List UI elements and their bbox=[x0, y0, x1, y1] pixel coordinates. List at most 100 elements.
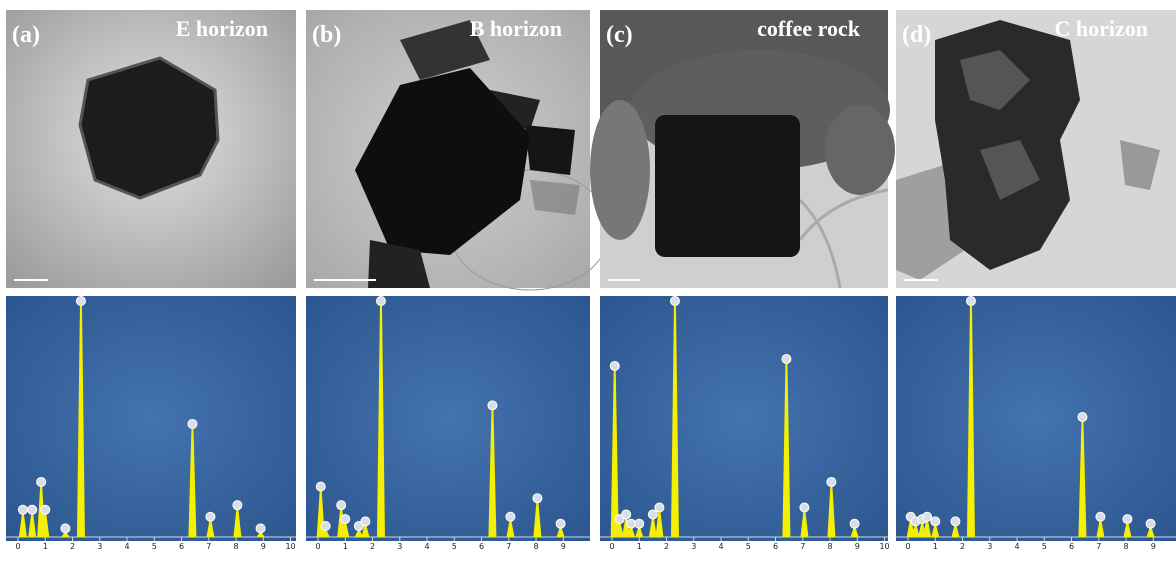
x-tick-label: 3 bbox=[97, 542, 102, 551]
peak-marker bbox=[1096, 512, 1105, 521]
x-tick-label: 5 bbox=[1042, 542, 1047, 551]
x-tick-label: 2 bbox=[370, 542, 375, 551]
peak-marker bbox=[61, 524, 70, 533]
x-tick-label: 5 bbox=[746, 542, 751, 551]
peak-marker bbox=[951, 517, 960, 526]
x-tick-label: 4 bbox=[1014, 542, 1019, 551]
x-tick-label: 0 bbox=[15, 542, 20, 551]
panel-title: coffee rock bbox=[757, 16, 861, 41]
peak-marker bbox=[827, 477, 836, 486]
spectrum: 0 1 2 3 4 5 6 7 8 9 bbox=[896, 296, 1176, 551]
peak-marker bbox=[1146, 519, 1155, 528]
peak-marker bbox=[337, 501, 346, 510]
x-tick-label: 4 bbox=[124, 542, 129, 551]
x-tick-label: 8 bbox=[1123, 542, 1128, 551]
x-tick-label: 7 bbox=[206, 542, 211, 551]
peak-marker bbox=[966, 297, 975, 306]
x-tick-label: 2 bbox=[960, 542, 965, 551]
x-tick-label: 0 bbox=[905, 542, 910, 551]
x-tick-label: 7 bbox=[506, 542, 511, 551]
x-tick-label: 1 bbox=[933, 542, 938, 551]
spectrum-background bbox=[6, 296, 296, 541]
x-tick-label: 10 bbox=[879, 542, 889, 551]
x-tick-label: 8 bbox=[233, 542, 238, 551]
x-tick-label: 3 bbox=[691, 542, 696, 551]
peak-marker bbox=[506, 512, 515, 521]
panel-title: E horizon bbox=[176, 16, 268, 41]
x-tick-label: 0 bbox=[609, 542, 614, 551]
x-tick-label: 3 bbox=[397, 542, 402, 551]
x-tick-label: 9 bbox=[561, 542, 566, 551]
figure: (a)E horizon012345678910(b)B horizon0123… bbox=[0, 0, 1176, 564]
peak-marker bbox=[655, 503, 664, 512]
peak-marker bbox=[206, 512, 215, 521]
panel-title: B horizon bbox=[470, 16, 562, 41]
peak-marker bbox=[18, 505, 27, 514]
peak-marker bbox=[28, 505, 37, 514]
spectrum: 0 1 2 3 4 5 6 7 8 9 bbox=[306, 296, 590, 551]
peak-marker bbox=[76, 297, 85, 306]
panel-label: (b) bbox=[312, 22, 341, 48]
peak-marker bbox=[923, 512, 932, 521]
x-tick-label: 10 bbox=[285, 542, 295, 551]
peak-marker bbox=[648, 510, 657, 519]
x-tick-label: 2 bbox=[70, 542, 75, 551]
x-tick-label: 8 bbox=[827, 542, 832, 551]
peak-marker bbox=[931, 517, 940, 526]
peak-marker bbox=[800, 503, 809, 512]
x-tick-label: 1 bbox=[43, 542, 48, 551]
tem-image bbox=[6, 10, 296, 288]
x-tick-label: 6 bbox=[479, 542, 484, 551]
peak-marker bbox=[850, 519, 859, 528]
peak-marker bbox=[627, 519, 636, 528]
spectrum-background bbox=[600, 296, 888, 541]
x-tick-label: 5 bbox=[452, 542, 457, 551]
peak-marker bbox=[256, 524, 265, 533]
x-tick-label: 9 bbox=[261, 542, 266, 551]
panel-label: (d) bbox=[902, 22, 931, 48]
peak-marker bbox=[341, 515, 350, 524]
x-tick-label: 5 bbox=[152, 542, 157, 551]
peak-marker bbox=[316, 482, 325, 491]
spectrum-background bbox=[896, 296, 1176, 541]
x-tick-label: 7 bbox=[800, 542, 805, 551]
panel-label: (a) bbox=[12, 22, 40, 48]
x-tick-label: 0 bbox=[315, 542, 320, 551]
peak-marker bbox=[635, 519, 644, 528]
panel-title: C horizon bbox=[1055, 16, 1149, 41]
peak-marker bbox=[361, 517, 370, 526]
peak-marker bbox=[670, 297, 679, 306]
peak-marker bbox=[622, 510, 631, 519]
x-tick-label: 6 bbox=[773, 542, 778, 551]
x-tick-label: 9 bbox=[855, 542, 860, 551]
x-tick-label: 6 bbox=[1069, 542, 1074, 551]
x-tick-label: 7 bbox=[1096, 542, 1101, 551]
x-tick-label: 2 bbox=[664, 542, 669, 551]
x-tick-label: 1 bbox=[637, 542, 642, 551]
peak-marker bbox=[1078, 413, 1087, 422]
x-tick-label: 6 bbox=[179, 542, 184, 551]
peak-marker bbox=[41, 505, 50, 514]
peak-marker bbox=[321, 522, 330, 531]
peak-marker bbox=[488, 401, 497, 410]
tem-image bbox=[896, 10, 1176, 288]
x-tick-label: 8 bbox=[533, 542, 538, 551]
spectrum: 0 1 2 3 4 5 6 7 8 9 10 bbox=[6, 296, 296, 551]
x-tick-label: 1 bbox=[343, 542, 348, 551]
peak-marker bbox=[376, 297, 385, 306]
peak-marker bbox=[610, 361, 619, 370]
spectrum-background bbox=[306, 296, 590, 541]
tem-image bbox=[590, 10, 895, 288]
x-tick-label: 9 bbox=[1151, 542, 1156, 551]
x-tick-label: 4 bbox=[424, 542, 429, 551]
peak-marker bbox=[782, 355, 791, 364]
x-tick-label: 3 bbox=[987, 542, 992, 551]
peak-marker bbox=[556, 519, 565, 528]
peak-marker bbox=[533, 494, 542, 503]
peak-marker bbox=[37, 477, 46, 486]
peak-marker bbox=[188, 419, 197, 428]
peak-marker bbox=[1123, 515, 1132, 524]
tem-image bbox=[306, 10, 610, 290]
peak-marker bbox=[233, 501, 242, 510]
